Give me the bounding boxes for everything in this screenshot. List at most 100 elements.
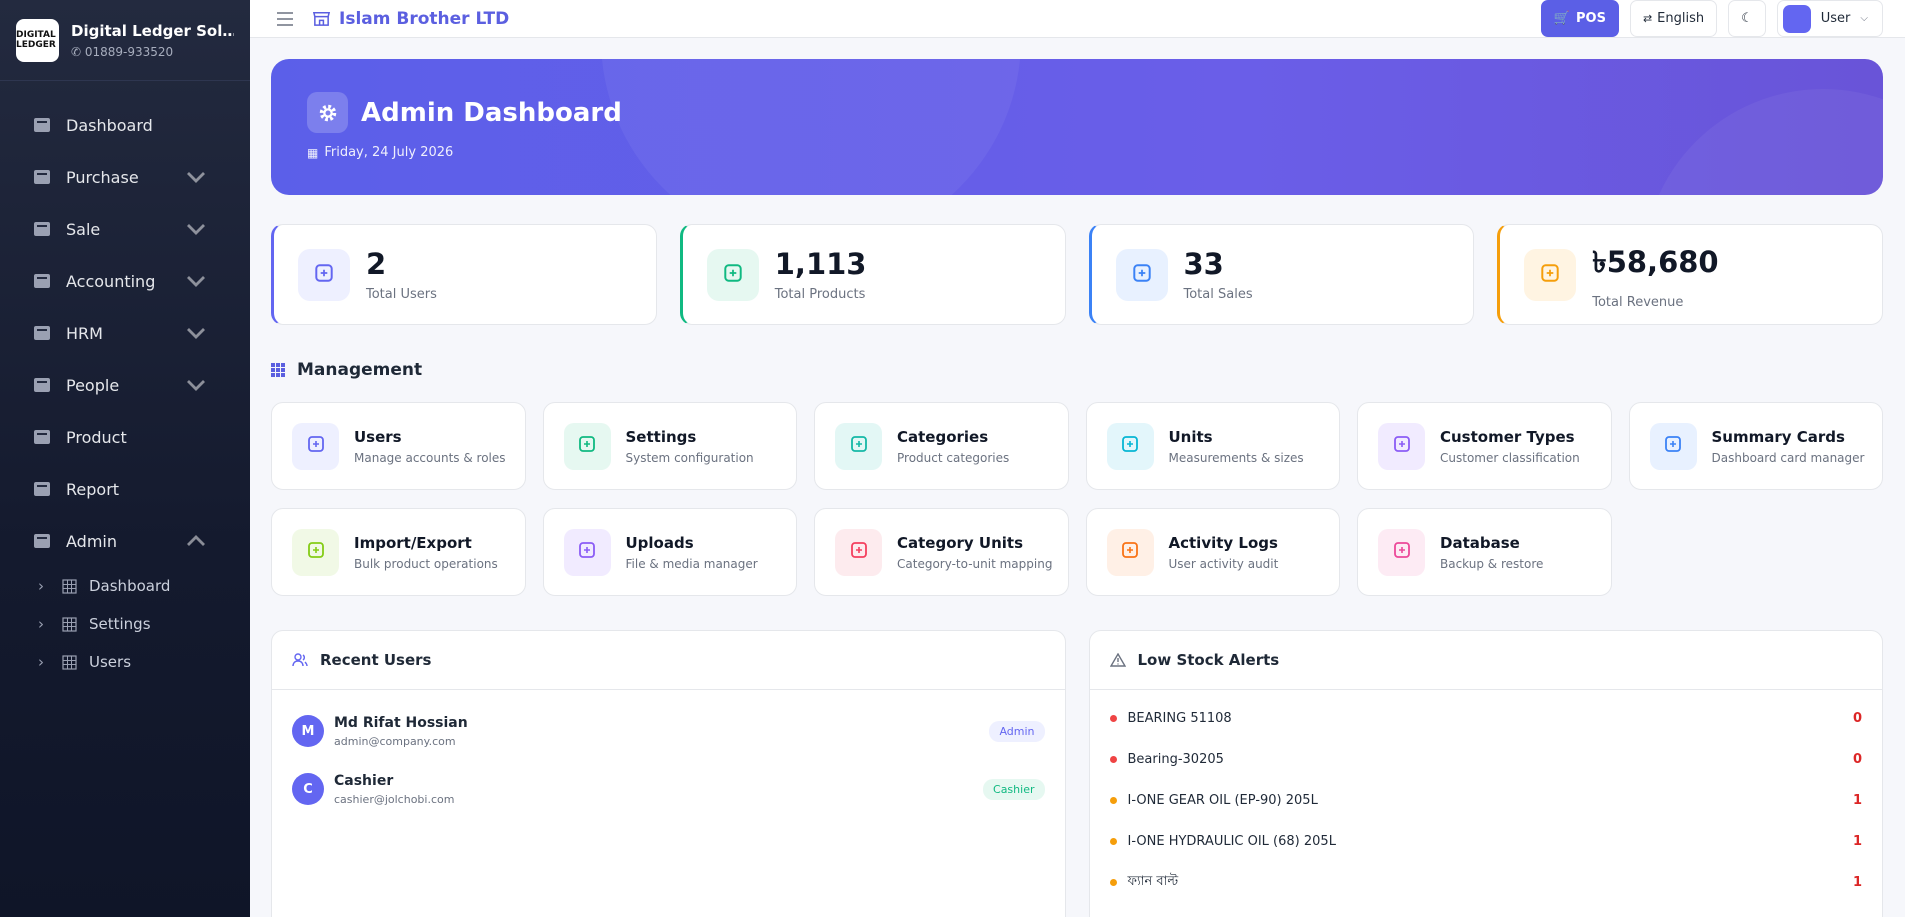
grid-icon: [271, 363, 285, 377]
menu-icon: [34, 430, 50, 444]
shop-icon: [312, 12, 331, 26]
arrow: ›: [38, 615, 44, 633]
menu-label: Sale: [66, 219, 101, 239]
item-qty: 1: [1852, 834, 1862, 849]
menu: Dashboard Purchase Sale Accounting HRM People…: [0, 81, 250, 567]
card-text: Customer Types Customer classification: [1440, 428, 1580, 465]
theme-button[interactable]: ☾: [1728, 0, 1766, 37]
icon-shape: [307, 436, 324, 452]
card-title: Activity Logs: [1168, 533, 1278, 552]
gap: [1090, 690, 1883, 698]
submenu-icon: [62, 654, 77, 670]
submenu-item[interactable]: › Users: [0, 643, 250, 681]
menu-label: People: [66, 375, 120, 395]
menu-item[interactable]: Accounting: [0, 255, 250, 307]
stat-glyph: [722, 262, 744, 288]
banner-title: Admin Dashboard: [361, 97, 622, 128]
card-title: Database: [1440, 533, 1520, 552]
moon-icon: ☾: [1741, 11, 1753, 26]
item-name: I-ONE GEAR OIL (EP-90) 205L: [1127, 793, 1318, 808]
card-title: Users: [354, 427, 402, 446]
company[interactable]: Islam Brother LTD: [312, 9, 509, 29]
stat-value: 33: [1183, 247, 1224, 281]
card-icon: [835, 422, 882, 470]
menu-icon: [34, 482, 50, 496]
cart-icon: 🛒: [1553, 11, 1570, 26]
card-subtitle: Bulk product operations: [354, 556, 498, 571]
menu-item[interactable]: Product: [0, 411, 250, 463]
menu-label: Admin: [66, 531, 117, 551]
item-qty: 1: [1852, 793, 1862, 808]
menu-item[interactable]: Dashboard: [0, 99, 250, 151]
menu-item[interactable]: People: [0, 359, 250, 411]
menu-label: Accounting: [66, 271, 156, 291]
menu-label: Report: [66, 479, 120, 499]
user-text: Cashier cashier@jolchobi.com: [334, 773, 454, 806]
submenu: › Dashboard › Settings › Users: [0, 567, 250, 681]
management-card[interactable]: Categories Product categories: [814, 402, 1069, 490]
menu-item[interactable]: Report: [0, 463, 250, 515]
stat-value: 1,113: [774, 247, 867, 281]
management-card[interactable]: Import/Export Bulk product operations: [271, 508, 526, 596]
brand: DIGITAL LEDGER Digital Ledger Solutio...…: [0, 0, 250, 81]
status-dot: [1109, 797, 1117, 804]
pos-button[interactable]: 🛒 POS: [1540, 0, 1619, 37]
stock-row: I-ONE HYDRAULIC OIL (68) 205L 1: [1090, 821, 1883, 862]
card-text: Uploads File & media manager: [626, 534, 758, 571]
management-card[interactable]: Users Manage accounts & roles: [271, 402, 526, 490]
stock-row: ফ্যান বাল্ট 1: [1090, 862, 1883, 903]
user-row: C Cashier cashier@jolchobi.com Cashier: [272, 760, 1065, 818]
low-stock-panel: Low Stock Alerts BEARING 51108 0 Bearing-3…: [1088, 630, 1883, 917]
panel-header: Recent Users: [272, 631, 1065, 690]
management-card[interactable]: Activity Logs User activity audit: [1085, 508, 1340, 596]
menu-icon: [34, 118, 50, 132]
submenu-icon: [62, 616, 77, 632]
menu-item[interactable]: Purchase: [0, 151, 250, 203]
status-dot: [1109, 715, 1117, 722]
card-text: Import/Export Bulk product operations: [354, 534, 498, 571]
menu-item[interactable]: Sale: [0, 203, 250, 255]
chevron: [187, 328, 205, 339]
card-subtitle: Product categories: [897, 450, 1010, 465]
card-text: Users Manage accounts & roles: [354, 428, 506, 465]
stat-glyph: [1131, 262, 1153, 288]
banner-date-row: ▦ Friday, 24 July 2026: [307, 145, 1847, 160]
language-button[interactable]: ⇄ English: [1629, 0, 1718, 37]
submenu-icon: [62, 578, 77, 594]
card-glyph: [849, 434, 869, 458]
stat-value: 2: [366, 247, 387, 281]
arrow: ›: [38, 653, 44, 671]
icon-shape: [307, 542, 324, 558]
management-card[interactable]: Database Backup & restore: [1357, 508, 1612, 596]
icon-shape: [1393, 542, 1410, 558]
gap: [272, 690, 1065, 702]
menu-label: Dashboard: [66, 115, 153, 135]
submenu-item[interactable]: › Settings: [0, 605, 250, 643]
management-card[interactable]: Customer Types Customer classification: [1357, 402, 1612, 490]
stock-row: I-ONE GEAR OIL (EP-90) 205L 1: [1090, 780, 1883, 821]
menu-item[interactable]: HRM: [0, 307, 250, 359]
menu-toggle[interactable]: [276, 11, 294, 26]
chevron: [187, 380, 205, 391]
menu-item[interactable]: Admin: [0, 515, 250, 567]
user-button[interactable]: User ⌵: [1776, 0, 1883, 37]
submenu-item[interactable]: › Dashboard: [0, 567, 250, 605]
management-card[interactable]: Units Measurements & sizes: [1085, 402, 1340, 490]
management-card[interactable]: Category Units Category-to-unit mapping: [814, 508, 1069, 596]
stat-glyph: [1539, 262, 1561, 288]
card-subtitle: User activity audit: [1168, 556, 1279, 571]
management-card[interactable]: Summary Cards Dashboard card manager: [1628, 402, 1883, 490]
card-icon: [563, 528, 611, 576]
management-card[interactable]: Uploads File & media manager: [542, 508, 797, 596]
card-title: Uploads: [625, 533, 694, 552]
user-avatar: M: [292, 715, 324, 747]
panel-title: Recent Users: [320, 651, 432, 669]
management-card[interactable]: Settings System configuration: [542, 402, 797, 490]
card-subtitle: File & media manager: [625, 556, 758, 571]
icon-shape: [315, 263, 333, 282]
icon-shape: [1541, 263, 1559, 282]
user-name: Cashier: [334, 772, 394, 789]
item-name: BEARING 51108: [1127, 711, 1232, 726]
menu-icon: [34, 378, 50, 392]
card-glyph: [306, 434, 326, 458]
